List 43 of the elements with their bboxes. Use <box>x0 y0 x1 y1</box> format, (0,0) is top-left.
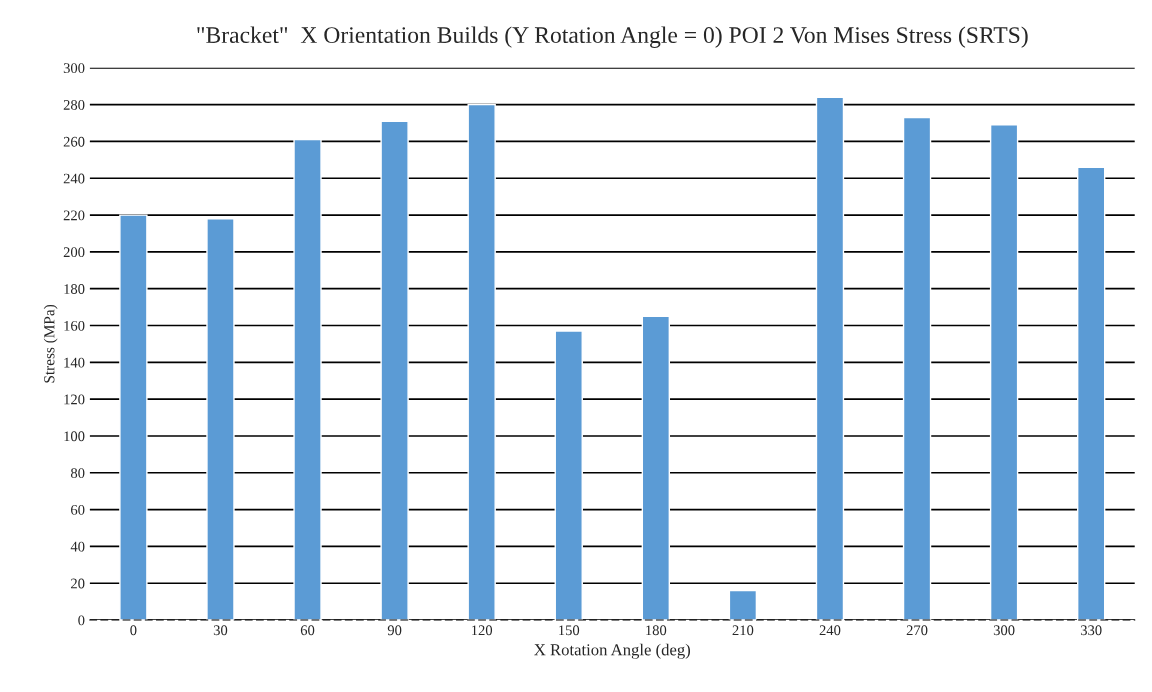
y-tick-label: 200 <box>63 247 85 258</box>
bar <box>119 214 148 621</box>
y-tick-label: 60 <box>71 504 85 515</box>
x-tick-label: 0 <box>130 625 137 636</box>
x-tick-label: 150 <box>559 625 580 636</box>
x-tick-label: 30 <box>213 625 228 636</box>
y-tick-label: 40 <box>70 541 85 552</box>
x-tick-label: 120 <box>472 625 493 636</box>
bar <box>467 103 496 621</box>
y-tick-label: 80 <box>70 468 85 478</box>
bar <box>380 120 409 621</box>
y-tick-label: 0 <box>78 615 85 626</box>
bar <box>728 589 758 621</box>
y-tick-label: 160 <box>64 320 85 331</box>
bar <box>206 218 235 621</box>
bar <box>902 116 932 621</box>
y-tick-label: 220 <box>63 210 85 221</box>
y-axis-title: Stress (MPa) <box>43 304 58 383</box>
x-tick-label: 270 <box>906 625 928 636</box>
y-tick-label: 180 <box>64 284 85 294</box>
y-tick-label: 240 <box>63 173 85 184</box>
x-tick-label: 300 <box>993 625 1015 636</box>
x-tick-label: 90 <box>387 625 402 636</box>
bar <box>641 315 671 621</box>
bar <box>1076 166 1106 621</box>
x-axis-title: X Rotation Angle (deg) <box>534 643 691 659</box>
y-tick-label: 140 <box>64 357 85 368</box>
y-tick-label: 280 <box>63 99 85 110</box>
bar <box>293 138 322 621</box>
bar <box>815 96 845 621</box>
x-tick-label: 60 <box>300 625 315 636</box>
bar <box>989 124 1019 621</box>
y-tick-label: 260 <box>63 136 85 147</box>
bar <box>554 330 583 621</box>
chart-title: "Bracket" X Orientation Builds (Y Rotation Angle = 0) POI 2 Von Mises Stress (SRTS) <box>197 26 1028 48</box>
x-tick-label: 180 <box>646 625 667 636</box>
y-tick-label: 20 <box>71 578 85 589</box>
y-tick-label: 300 <box>63 63 85 74</box>
y-tick-label: 100 <box>64 431 85 442</box>
x-tick-label: 330 <box>1080 625 1102 636</box>
x-tick-label: 240 <box>819 625 841 636</box>
x-tick-label: 210 <box>732 625 754 636</box>
y-tick-label: 120 <box>64 394 85 405</box>
